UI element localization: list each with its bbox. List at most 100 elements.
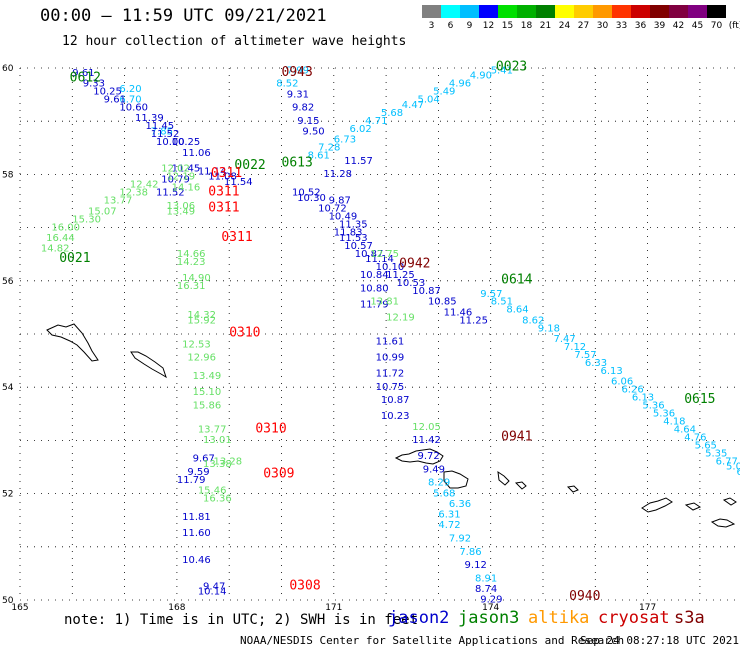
track-time-label: 0943 — [282, 65, 313, 80]
island-shape — [130, 351, 167, 379]
colorbar-label: 30 — [596, 21, 609, 31]
colorbar-label: 12 — [482, 21, 495, 31]
colorbar-swatch — [498, 5, 517, 18]
wave-height-point: 13.77 — [104, 196, 133, 207]
wave-height-point: 5.68 — [433, 488, 455, 499]
wave-height-point: 12.19 — [386, 313, 415, 324]
colorbar-label: 33 — [615, 21, 628, 31]
wave-height-point: 10.46 — [182, 555, 211, 566]
colorbar-label: 3 — [428, 21, 435, 31]
wave-height-point: 11.25 — [386, 270, 415, 281]
wave-height-point: 11.54 — [224, 177, 253, 188]
island-shape — [566, 485, 579, 493]
wave-height-point: 11.28 — [323, 169, 352, 180]
wave-height-point: 8.61 — [308, 150, 330, 161]
wave-height-point: 13.01 — [203, 435, 232, 446]
y-tick-label: 56 — [2, 277, 14, 287]
wave-height-point: 12.42 — [130, 180, 159, 191]
wave-height-point: 6.13 — [601, 366, 623, 377]
colorbar-label: 27 — [577, 21, 590, 31]
wave-height-point: 8.74 — [475, 584, 497, 595]
wave-height-point: 8.51 — [491, 297, 513, 308]
wave-height-point: 11.53 — [339, 233, 368, 244]
wave-height-point: 10.84 — [360, 270, 389, 281]
wave-height-point: 11.79 — [360, 299, 389, 310]
wave-height-point: 9.18 — [538, 323, 560, 334]
wave-height-point: 9.61 — [104, 95, 126, 106]
wave-height-point: 14.16 — [172, 182, 201, 193]
wave-height-point: 6.77 — [716, 456, 738, 467]
wave-height-point: 9.12 — [465, 560, 487, 571]
wave-height-point: 4.47 — [402, 100, 424, 111]
wave-height-point: 4.18 — [663, 416, 685, 427]
wave-height-point: 6.02 — [349, 124, 371, 135]
x-tick-label: 177 — [639, 603, 656, 613]
wave-height-point: 11.35 — [339, 220, 368, 231]
wave-height-point: 10.23 — [381, 411, 410, 422]
wave-height-point: 9.67 — [193, 454, 215, 465]
wave-height-point: 11.52 — [151, 129, 180, 140]
wave-height-point: 11.25 — [459, 315, 488, 326]
colorbar — [422, 5, 726, 18]
colorbar-label: (ft) — [728, 21, 740, 31]
wave-height-point: 10.25 — [172, 137, 201, 148]
wave-height-point: 16.31 — [177, 281, 206, 292]
wave-height-point: 9.15 — [297, 116, 319, 127]
wave-height-point: 6.33 — [585, 358, 607, 369]
wave-height-point: 6.13 — [632, 393, 654, 404]
colorbar-swatch — [555, 5, 574, 18]
wave-height-point: 11.57 — [344, 156, 373, 167]
island-shape — [514, 481, 527, 490]
coastline-group — [46, 323, 737, 528]
data-marks-group: 5.414.904.965.495.044.475.684.716.026.73… — [41, 60, 740, 606]
wave-height-point: 11.81 — [182, 512, 211, 523]
track-time-label: 0612 — [70, 70, 101, 85]
wave-height-point: 13.28 — [214, 456, 243, 467]
track-time-label: 0311 — [211, 166, 242, 181]
wave-height-point: 11.60 — [182, 528, 211, 539]
wave-height-point: 16.44 — [46, 233, 75, 244]
colorbar-label: 39 — [653, 21, 666, 31]
wave-height-point: 15.92 — [187, 315, 216, 326]
wave-height-point: 10.57 — [344, 241, 373, 252]
colorbar-swatch — [441, 5, 460, 18]
island-shape — [710, 518, 736, 528]
wave-height-point: 11.14 — [365, 254, 394, 265]
wave-height-point: 11.45 — [172, 164, 201, 175]
wave-height-point: 11.39 — [135, 113, 164, 124]
wave-height-point: 16.36 — [203, 494, 232, 505]
wave-height-point: 10.99 — [376, 353, 405, 364]
track-time-label: 0310 — [255, 421, 286, 436]
wave-height-point: 5.09 — [726, 462, 740, 473]
wave-height-point: 4.64 — [674, 424, 696, 435]
wave-height-point: 12.19 — [166, 172, 195, 183]
wave-height-point: 11.14 — [198, 166, 227, 177]
wave-height-point: 12.75 — [370, 249, 399, 260]
track-time-label: 0308 — [289, 578, 320, 593]
x-tick-label: 168 — [168, 603, 185, 613]
colorbar-swatch — [422, 5, 441, 18]
legend-mission-jason3: jason3 — [458, 608, 520, 628]
wave-height-point: 11.83 — [334, 228, 363, 239]
colorbar-label: 70 — [710, 21, 723, 31]
wave-height-point: 6.36 — [449, 499, 471, 510]
colorbar-label: 45 — [691, 21, 704, 31]
wave-height-point: 16.00 — [51, 222, 80, 233]
wave-height-point: 11.61 — [376, 337, 405, 348]
colorbar-label: 21 — [539, 21, 552, 31]
wave-height-point: 11.08 — [208, 172, 237, 183]
wave-height-point: 14.82 — [41, 244, 70, 255]
colorbar-swatch — [707, 5, 726, 18]
wave-height-point: 6.73 — [334, 134, 356, 145]
wave-height-point: 9.59 — [187, 467, 209, 478]
colorbar-label: 18 — [520, 21, 533, 31]
wave-height-point: 7.12 — [564, 342, 586, 353]
track-time-label: 0614 — [501, 272, 532, 287]
island-shape — [722, 497, 737, 506]
wave-height-point: 10.79 — [161, 174, 190, 185]
wave-height-point: 13.06 — [166, 201, 195, 212]
wave-height-point: 5.68 — [381, 108, 403, 119]
wave-height-point: 11.72 — [376, 369, 405, 380]
wave-height-point: 12.02 — [161, 164, 190, 175]
